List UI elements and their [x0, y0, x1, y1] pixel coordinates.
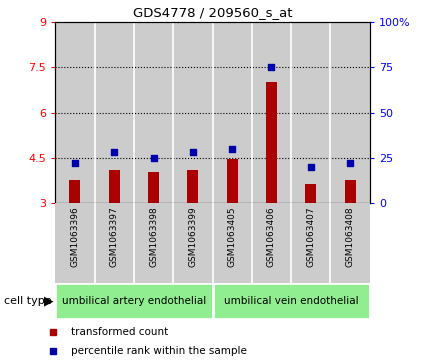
Bar	[109, 170, 120, 203]
Bar	[212, 203, 252, 283]
Point	[347, 160, 354, 166]
Point	[307, 164, 314, 170]
Bar	[331, 203, 370, 283]
Text: GSM1063405: GSM1063405	[228, 207, 237, 267]
Bar	[212, 283, 370, 319]
Bar	[148, 172, 159, 203]
Bar	[266, 82, 277, 203]
Bar	[305, 184, 316, 203]
Bar	[94, 22, 134, 203]
Bar	[212, 22, 252, 203]
Text: ▶: ▶	[44, 295, 54, 308]
Bar	[252, 203, 291, 283]
Bar	[187, 170, 198, 203]
Point	[229, 146, 235, 152]
Text: GSM1063398: GSM1063398	[149, 207, 158, 267]
Bar	[55, 203, 94, 283]
Bar	[291, 203, 331, 283]
Bar	[69, 180, 80, 203]
Bar	[252, 22, 291, 203]
Bar	[134, 203, 173, 283]
Point	[111, 150, 118, 155]
Bar	[94, 203, 134, 283]
Text: GSM1063407: GSM1063407	[306, 207, 315, 267]
Title: GDS4778 / 209560_s_at: GDS4778 / 209560_s_at	[133, 6, 292, 19]
Bar	[55, 283, 212, 319]
Bar	[134, 22, 173, 203]
Point	[268, 64, 275, 70]
Bar	[227, 159, 238, 203]
Text: GSM1063397: GSM1063397	[110, 207, 119, 267]
Point	[150, 155, 157, 161]
Text: umbilical artery endothelial: umbilical artery endothelial	[62, 296, 206, 306]
Text: GSM1063406: GSM1063406	[267, 207, 276, 267]
Point	[190, 150, 196, 155]
Bar	[291, 22, 330, 203]
Text: cell type: cell type	[4, 296, 52, 306]
Text: umbilical vein endothelial: umbilical vein endothelial	[224, 296, 358, 306]
Text: GSM1063399: GSM1063399	[188, 207, 197, 267]
Bar	[55, 22, 94, 203]
Text: transformed count: transformed count	[71, 327, 169, 337]
Bar	[330, 22, 370, 203]
Bar	[345, 180, 356, 203]
Text: percentile rank within the sample: percentile rank within the sample	[71, 346, 247, 356]
Bar	[173, 22, 212, 203]
Text: GSM1063396: GSM1063396	[71, 207, 79, 267]
Bar	[173, 203, 212, 283]
Text: GSM1063408: GSM1063408	[346, 207, 354, 267]
Point	[71, 160, 78, 166]
